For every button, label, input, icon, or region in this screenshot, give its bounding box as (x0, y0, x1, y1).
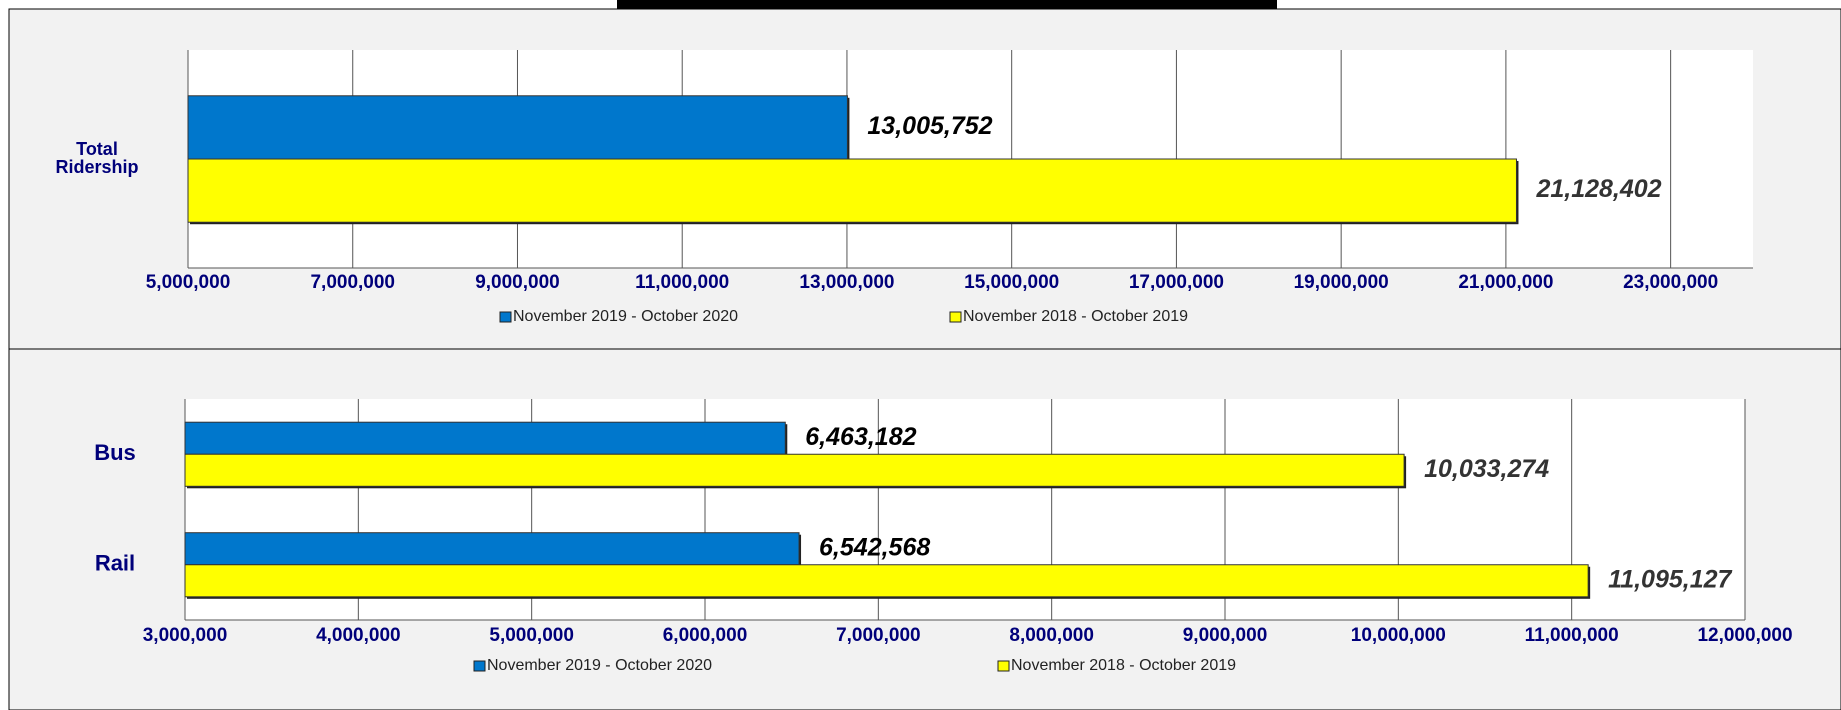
legend-label: November 2018 - October 2019 (1011, 657, 1236, 674)
title-underline (617, 0, 1277, 9)
value-label: 6,463,182 (805, 423, 916, 451)
bar (184, 532, 800, 566)
x-tick-label: 17,000,000 (1129, 272, 1224, 293)
category-label: Bus (94, 440, 136, 465)
bar (187, 158, 1517, 223)
x-tick-label: 11,000,000 (635, 272, 729, 293)
x-tick-label: 9,000,000 (475, 272, 560, 293)
x-tick-label: 10,000,000 (1351, 625, 1446, 646)
x-tick-label: 13,000,000 (799, 272, 894, 293)
bar (184, 421, 786, 455)
x-tick-label: 7,000,000 (310, 272, 395, 293)
value-label: 6,542,568 (819, 533, 930, 561)
x-tick-label: 23,000,000 (1623, 272, 1718, 293)
category-line: Total (76, 139, 118, 159)
bar (187, 95, 848, 160)
legend-swatch (473, 660, 486, 672)
x-tick-label: 11,000,000 (1525, 625, 1619, 646)
x-tick-label: 21,000,000 (1458, 272, 1553, 293)
legend-swatch (499, 311, 512, 323)
legend-swatch (949, 311, 962, 323)
category-line: Ridership (55, 157, 138, 177)
category-label: Total Ridership (55, 139, 138, 177)
category-label: Rail (95, 551, 135, 576)
value-label: 10,033,274 (1424, 455, 1549, 483)
x-tick-label: 5,000,000 (489, 625, 574, 646)
x-tick-label: 12,000,000 (1697, 625, 1792, 646)
value-label: 13,005,752 (867, 112, 992, 140)
legend-label: November 2018 - October 2019 (963, 308, 1188, 325)
value-label: 21,128,402 (1535, 175, 1661, 203)
bar (184, 453, 1405, 487)
value-label: 11,095,127 (1608, 565, 1732, 593)
bar (184, 564, 1589, 598)
x-tick-label: 4,000,000 (316, 625, 401, 646)
x-tick-label: 3,000,000 (143, 625, 228, 646)
x-tick-label: 7,000,000 (836, 625, 921, 646)
x-tick-label: 19,000,000 (1294, 272, 1389, 293)
x-tick-label: 5,000,000 (146, 272, 231, 293)
legend-label: November 2019 - October 2020 (513, 308, 738, 325)
legend-swatch (997, 660, 1010, 672)
x-tick-label: 6,000,000 (663, 625, 748, 646)
x-tick-label: 8,000,000 (1009, 625, 1094, 646)
x-tick-label: 9,000,000 (1183, 625, 1268, 646)
legend-label: November 2019 - October 2020 (487, 657, 712, 674)
x-tick-label: 15,000,000 (964, 272, 1059, 293)
